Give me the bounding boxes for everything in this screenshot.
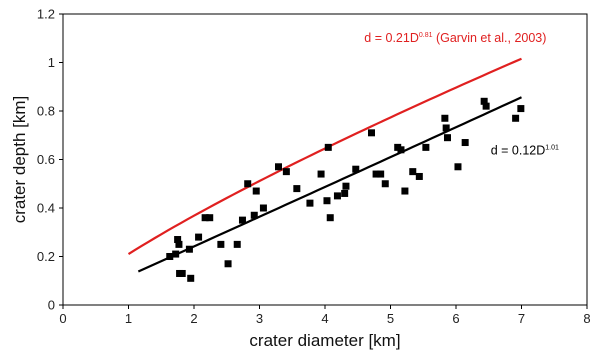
- data-point: [341, 189, 349, 197]
- data-point: [415, 172, 423, 180]
- data-point: [517, 105, 525, 113]
- data-point: [443, 134, 451, 142]
- data-point: [174, 236, 182, 244]
- y-tick-label: 1: [48, 55, 55, 70]
- x-tick-label: 3: [256, 311, 263, 326]
- data-point: [422, 143, 430, 151]
- data-point: [166, 253, 174, 260]
- data-point: [326, 214, 334, 222]
- data-point: [233, 240, 241, 248]
- fit-line-2: [137, 96, 522, 273]
- data-point: [324, 143, 332, 151]
- x-tick-label: 6: [452, 311, 459, 326]
- data-point: [381, 180, 389, 188]
- x-tick-label: 5: [387, 311, 394, 326]
- data-point: [252, 187, 260, 195]
- x-tick-label: 7: [518, 311, 525, 326]
- data-point: [306, 199, 314, 207]
- x-axis-ticks: 0 1 2 3 4 5 6 7 8: [59, 305, 591, 326]
- data-point: [244, 180, 252, 188]
- data-point: [368, 129, 375, 137]
- data-point: [238, 216, 246, 224]
- y-axis-title: crater depth [km]: [10, 96, 29, 224]
- data-point: [259, 204, 267, 212]
- data-point: [275, 163, 282, 171]
- data-point: [187, 274, 195, 282]
- data-point: [454, 163, 462, 171]
- plot-frame: [62, 13, 588, 306]
- data-point: [282, 168, 290, 176]
- data-point: [461, 139, 469, 147]
- data-point: [185, 245, 193, 253]
- data-point: [195, 233, 203, 241]
- y-tick-label: 0.4: [37, 201, 55, 216]
- fit-equation-label-2: d = 0.12D1.01: [491, 144, 559, 158]
- data-point: [323, 197, 331, 205]
- data-point: [224, 260, 232, 268]
- x-tick-label: 2: [190, 311, 197, 326]
- data-point: [201, 214, 209, 222]
- y-tick-label: 1.2: [37, 7, 55, 22]
- data-point: [401, 187, 409, 195]
- x-tick-label: 1: [125, 311, 132, 326]
- data-point: [397, 146, 405, 154]
- fit-annotations: d = 0.21D0.81 (Garvin et al., 2003) d = 0…: [364, 31, 559, 158]
- data-point: [441, 114, 449, 122]
- data-point: [172, 250, 180, 258]
- data-point: [333, 192, 341, 200]
- fit-lines: [127, 57, 522, 273]
- data-point: [178, 269, 186, 277]
- data-point: [442, 124, 450, 132]
- x-tick-label: 8: [583, 311, 590, 326]
- data-point: [175, 240, 183, 248]
- y-tick-label: 0.6: [37, 152, 55, 167]
- data-point: [377, 170, 385, 178]
- y-tick-label: 0.2: [37, 249, 55, 264]
- data-point: [317, 170, 325, 178]
- y-tick-label: 0.8: [37, 104, 55, 119]
- data-point: [342, 182, 350, 190]
- y-tick-label: 0: [48, 298, 55, 313]
- data-point: [512, 114, 520, 122]
- data-point: [480, 97, 488, 105]
- x-tick-label: 4: [321, 311, 328, 326]
- data-point: [372, 170, 380, 178]
- data-point: [217, 240, 225, 248]
- data-point: [482, 102, 490, 110]
- x-tick-label: 0: [59, 311, 66, 326]
- data-point: [293, 185, 301, 193]
- data-point: [352, 165, 360, 173]
- fit-equation-label-1: d = 0.21D0.81 (Garvin et al., 2003): [364, 31, 546, 45]
- data-point: [409, 168, 417, 176]
- fit-line-1: [127, 57, 522, 256]
- data-points: [166, 97, 525, 282]
- data-point: [206, 214, 214, 222]
- data-point: [250, 211, 258, 219]
- y-axis-ticks: 0 0.2 0.4 0.6 0.8 1 1.2: [37, 7, 63, 313]
- x-axis-title: crater diameter [km]: [249, 331, 400, 350]
